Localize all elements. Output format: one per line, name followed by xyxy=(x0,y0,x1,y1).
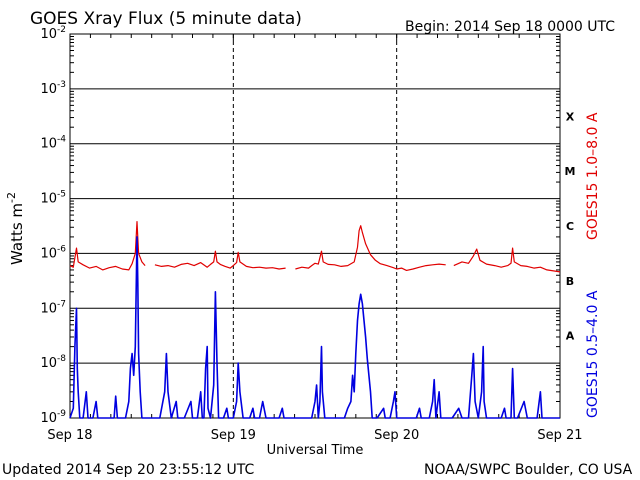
svg-text:Watts m-2: Watts m-2 xyxy=(5,192,26,265)
chart-title: GOES Xray Flux (5 minute data) xyxy=(30,9,302,29)
y-tick-label: 10-3 xyxy=(40,80,66,97)
plot-frame xyxy=(69,33,561,419)
credit-label: NOAA/SWPC Boulder, CO USA xyxy=(424,462,633,478)
y-tick-label: 10-7 xyxy=(40,299,66,316)
flare-class-label: M xyxy=(565,165,576,178)
y-tick-label: 10-4 xyxy=(40,135,66,152)
x-tick-label: Sep 21 xyxy=(537,428,582,443)
x-tick-label: Sep 20 xyxy=(374,428,419,443)
x-tick-label: Sep 19 xyxy=(211,428,256,443)
y-tick-labels: 10-9 10-8 10-7 10-6 10-5 10-4 10-3 10-2 xyxy=(40,25,66,426)
series-label-blue: GOES15 0.5–4.0 A xyxy=(585,290,601,418)
series-label-red: GOES15 1.0–8.0 A xyxy=(585,112,601,240)
flare-class-labels: A B C M X xyxy=(565,110,576,342)
y-tick-label: 10-6 xyxy=(40,244,66,261)
y-axis-label: Watts m-2 xyxy=(5,192,26,265)
updated-timestamp: Updated 2014 Sep 20 23:55:12 UTC xyxy=(2,462,255,478)
x-tick-labels: Sep 18 Sep 19 Sep 20 Sep 21 xyxy=(47,428,582,443)
flare-class-label: C xyxy=(566,220,574,233)
flare-class-label: X xyxy=(566,110,575,123)
y-tick-label: 10-2 xyxy=(40,25,66,42)
series-line-red xyxy=(69,221,561,273)
y-tick-label: 10-8 xyxy=(40,354,66,371)
flare-class-label: A xyxy=(566,330,575,343)
begin-label: Begin: 2014 Sep 18 0000 UTC xyxy=(405,19,615,35)
x-axis-label: Universal Time xyxy=(267,443,364,458)
x-tick-label: Sep 18 xyxy=(47,428,92,443)
flare-class-label: B xyxy=(566,275,574,288)
y-tick-label: 10-5 xyxy=(40,190,66,207)
grid-lines xyxy=(69,33,561,419)
y-tick-label: 10-9 xyxy=(40,409,66,426)
series-line-blue xyxy=(69,236,560,419)
series-lines xyxy=(69,221,561,419)
